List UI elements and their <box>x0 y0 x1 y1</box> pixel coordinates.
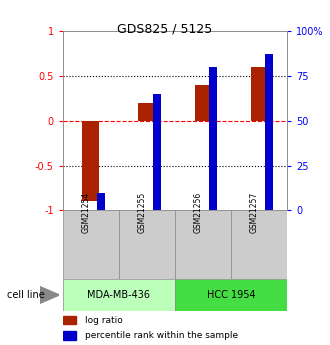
Bar <box>175 279 287 311</box>
Bar <box>97 193 105 210</box>
Polygon shape <box>40 286 59 304</box>
Bar <box>265 55 273 210</box>
Text: GSM21255: GSM21255 <box>138 192 147 233</box>
Bar <box>139 103 155 121</box>
Bar <box>63 316 76 324</box>
Text: HCC 1954: HCC 1954 <box>207 290 255 300</box>
Bar <box>251 67 267 121</box>
Bar <box>82 121 99 201</box>
Bar <box>63 210 119 279</box>
Text: MDA-MB-436: MDA-MB-436 <box>87 290 150 300</box>
Bar <box>195 85 211 121</box>
Bar <box>175 210 231 279</box>
Text: GSM21257: GSM21257 <box>250 192 259 233</box>
Text: percentile rank within the sample: percentile rank within the sample <box>85 331 238 340</box>
Text: log ratio: log ratio <box>85 316 123 325</box>
Bar <box>153 94 161 210</box>
Bar <box>63 331 76 340</box>
Text: GDS825 / 5125: GDS825 / 5125 <box>117 22 213 36</box>
Bar <box>209 67 217 210</box>
Bar <box>231 210 287 279</box>
Text: GSM21256: GSM21256 <box>194 192 203 233</box>
Bar <box>63 279 175 311</box>
Text: cell line: cell line <box>7 290 44 300</box>
Text: GSM21254: GSM21254 <box>82 192 91 233</box>
Bar <box>119 210 175 279</box>
